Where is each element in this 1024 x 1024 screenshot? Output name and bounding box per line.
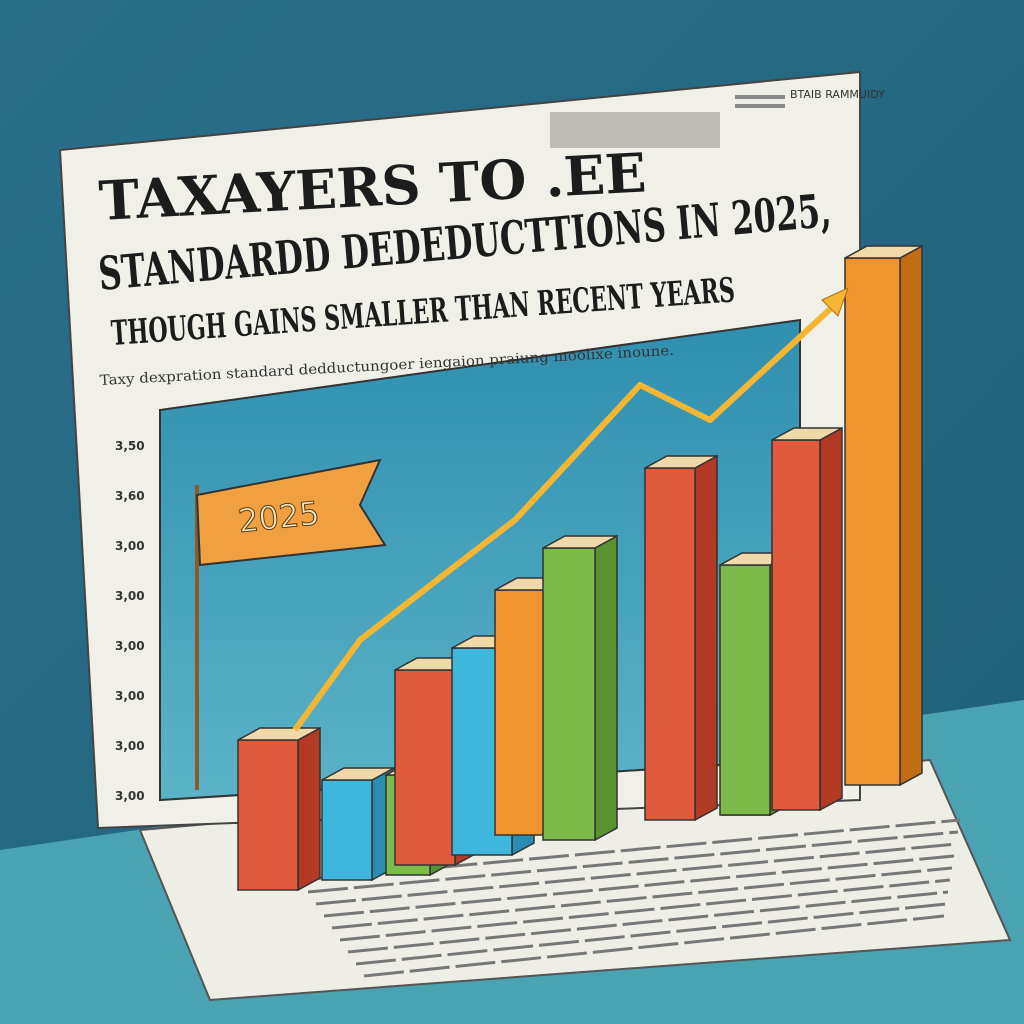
print-line [363,914,945,978]
axis-labels: 3,50 3,60 3,00 3,00 3,00 3,00 3,00 3,00 [115,439,145,803]
print-line [347,890,949,954]
bar-front [321,779,373,881]
bar-front [719,564,771,816]
axis-label: 3,00 [115,539,145,553]
bar-side [819,426,843,812]
bar-front [237,739,299,891]
axis-label: 3,00 [115,589,145,603]
bar-top [771,427,843,441]
rule [735,104,785,108]
bar-side [899,244,923,787]
axis-label: 3,50 [115,439,145,453]
print-line [323,854,955,918]
bar-side [594,534,618,842]
bar-front [394,669,456,866]
bar-top [321,767,395,781]
bar-front [644,467,696,821]
print-line [307,830,959,894]
bar-side [297,726,321,892]
flag-label: 2025 [236,494,321,540]
bar-top [542,535,618,549]
axis-label: 3,00 [115,639,145,653]
paper-lines [299,818,961,978]
print-line [331,866,953,930]
bar-front [494,589,551,836]
axis-label: 3,00 [115,789,145,803]
bar-front [771,439,821,811]
rule [735,95,785,99]
bar-top [644,455,718,469]
axis-label: 3,00 [115,739,145,753]
print-line [339,878,951,942]
arrow-head [821,287,849,317]
bars [237,244,923,892]
axis-label: 3,60 [115,489,145,503]
bar-front [542,547,596,841]
bar-front [844,257,901,786]
print-line [315,842,957,906]
axis-label: 3,00 [115,689,145,703]
masthead-block [550,112,720,148]
bar-top [237,727,321,741]
flag [195,458,387,567]
print-line [355,902,947,966]
trend-arrow [292,297,843,732]
masthead: BTAIB RAMMUIDY [790,88,885,101]
bar-side [694,454,718,822]
bar-top [844,245,923,259]
